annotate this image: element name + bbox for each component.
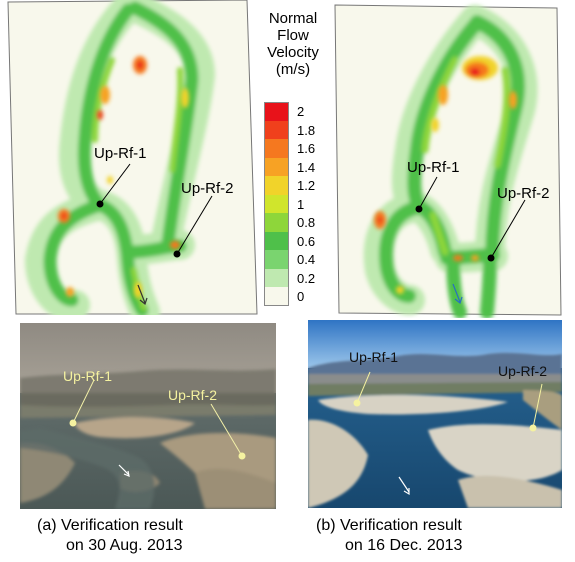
flow-arrow-icon: [118, 464, 130, 476]
legend-tick-label: 0.8: [297, 215, 316, 230]
caption-b-line1: (b) Verification result: [316, 517, 462, 534]
legend-swatch: [264, 231, 289, 250]
legend-swatch: [264, 268, 289, 287]
legend-swatch: [264, 120, 289, 139]
point-marker-1: [415, 205, 423, 213]
photo-point-label-1: Up-Rf-1: [63, 368, 112, 384]
legend-tick-label: 1: [297, 196, 305, 212]
legend-swatch: [264, 176, 289, 195]
flow-arrow-icon: [137, 284, 146, 304]
point-label-2: Up-Rf-2: [181, 180, 234, 197]
caption-a: (a) Verification result on 30 Aug. 2013: [37, 516, 277, 556]
legend-tick-label: 1.4: [297, 159, 316, 175]
legend-swatch: [264, 194, 289, 213]
point-label-2: Up-Rf-2: [497, 185, 550, 202]
legend-tick-label: 2: [297, 104, 305, 119]
photo-point-label-1: Up-Rf-1: [349, 349, 398, 365]
caption-a-line2: on 30 Aug. 2013: [66, 537, 183, 554]
legend-tick-label: 0.4: [297, 252, 316, 267]
flow-arrow-icon: [452, 283, 461, 303]
legend-tick-label: 1.8: [297, 122, 316, 138]
legend-tick-label: 1.6: [297, 141, 316, 156]
caption-b: (b) Verification result on 16 Dec. 2013: [316, 516, 556, 556]
legend-swatch: [264, 157, 289, 176]
point-marker-2: [173, 250, 181, 258]
legend-swatch: [264, 250, 289, 269]
point-marker-2: [487, 254, 495, 262]
legend-title-line: Normal: [268, 10, 318, 27]
legend-title-line: (m/s): [275, 61, 311, 78]
point-label-1: Up-Rf-1: [407, 159, 460, 176]
legend-title-line: Flow: [277, 27, 309, 44]
point-marker-1: [96, 200, 104, 208]
point-label-1: Up-Rf-1: [94, 145, 147, 162]
velocity-map-a: Up-Rf-1 Up-Rf-2: [7, 0, 258, 315]
photo-point-marker-1: [353, 399, 361, 407]
legend-title-line: Velocity: [267, 44, 319, 61]
legend-tick-label: 0: [297, 289, 305, 304]
photo-point-marker-2: [529, 424, 537, 432]
photo-point-label-2: Up-Rf-2: [498, 363, 547, 379]
legend-tick-label: 1.2: [297, 178, 316, 193]
legend-tick-label: 0.2: [297, 270, 316, 286]
aerial-photo-a: Up-Rf-1 Up-Rf-2: [20, 323, 276, 509]
photo-point-marker-2: [238, 452, 246, 460]
caption-b-line2: on 16 Dec. 2013: [345, 537, 463, 554]
velocity-map-b: Up-Rf-1 Up-Rf-2: [334, 4, 562, 318]
legend-swatch: [264, 213, 289, 232]
aerial-photo-b: Up-Rf-1 Up-Rf-2: [308, 320, 562, 508]
legend-swatch: [264, 139, 289, 158]
legend-swatch: [264, 102, 289, 121]
legend-tick-label: 0.6: [297, 233, 316, 249]
caption-a-line1: (a) Verification result: [37, 517, 183, 534]
legend-title: Normal Flow Velocity (m/s): [258, 10, 328, 78]
flow-arrow-icon: [398, 476, 410, 493]
photo-point-label-2: Up-Rf-2: [168, 387, 217, 403]
photo-point-marker-1: [69, 419, 77, 427]
legend-swatch: [264, 287, 289, 306]
